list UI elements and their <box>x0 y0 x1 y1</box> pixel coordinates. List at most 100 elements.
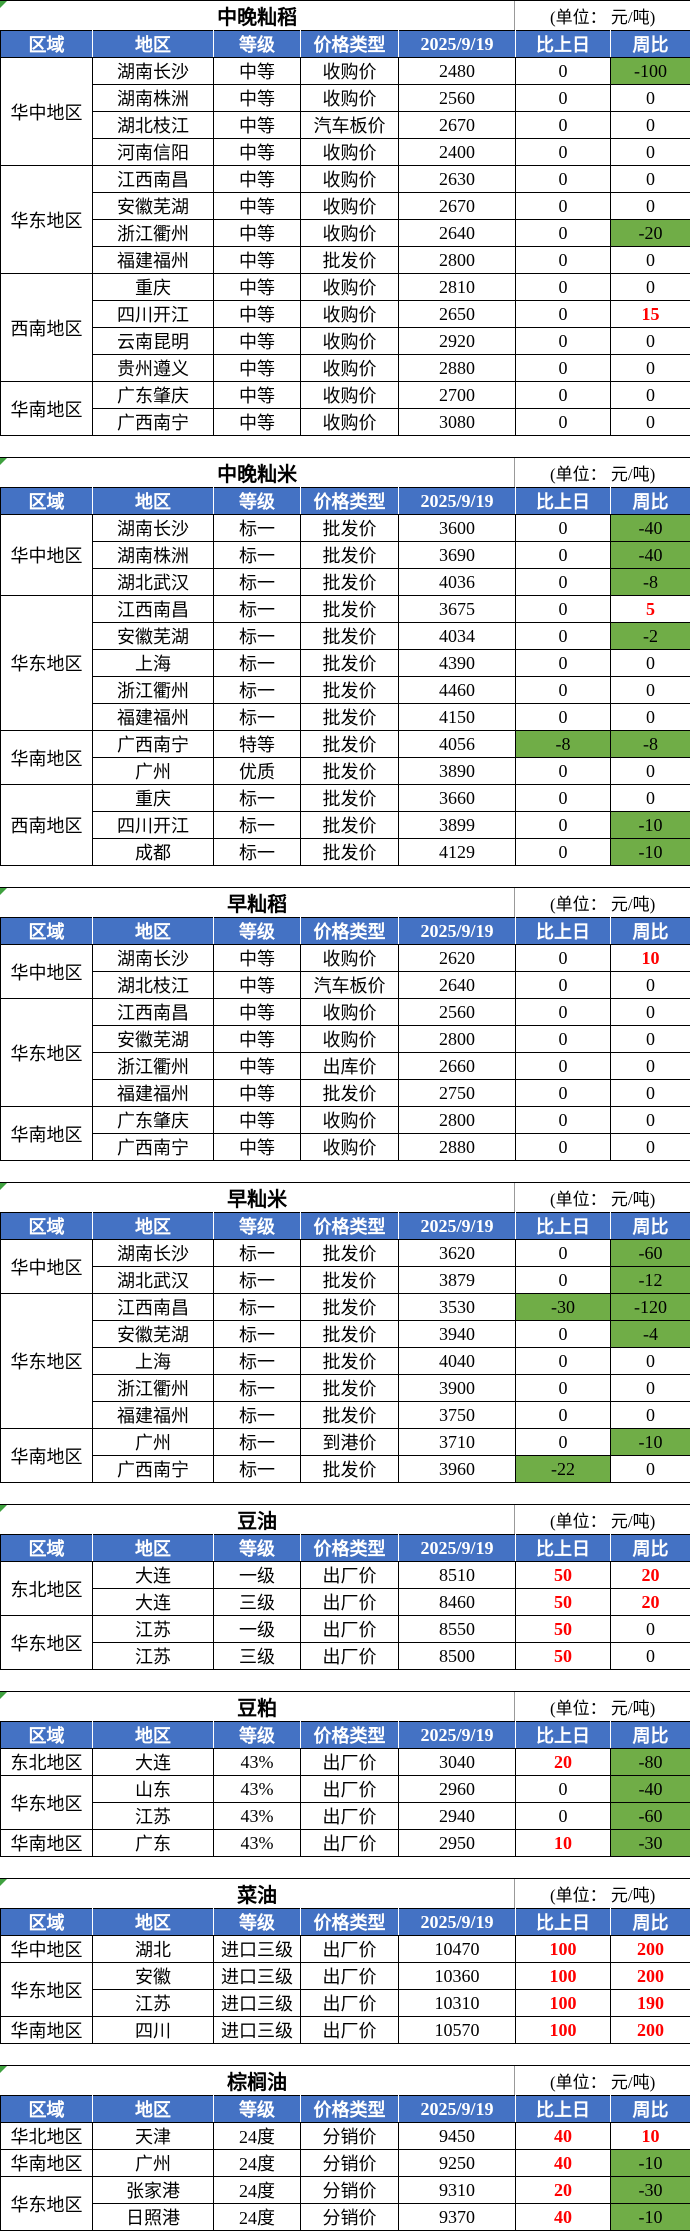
area-cell: 江苏 <box>93 1616 214 1643</box>
column-header: 比上日 <box>516 1213 611 1240</box>
area-cell: 湖北武汉 <box>93 1267 214 1294</box>
area-cell: 贵州遵义 <box>93 355 214 382</box>
grade-cell: 中等 <box>214 166 301 193</box>
section-title-row: 豆粕(单位： 元/吨) <box>0 1691 690 1721</box>
week-change-cell: 10 <box>611 2123 690 2150</box>
price-type-cell: 批发价 <box>301 1321 399 1348</box>
area-cell: 广东肇庆 <box>93 382 214 409</box>
price-type-cell: 收购价 <box>301 274 399 301</box>
price-cell: 2880 <box>399 1134 516 1161</box>
day-change-cell: -30 <box>516 1294 611 1321</box>
column-header: 区域 <box>1 1213 93 1240</box>
column-header: 价格类型 <box>301 488 399 515</box>
area-cell: 湖北 <box>93 1936 214 1963</box>
day-change-cell: 0 <box>516 139 611 166</box>
section-gap <box>0 1161 690 1182</box>
section-gap <box>0 2044 690 2065</box>
price-cell: 3899 <box>399 812 516 839</box>
grade-cell: 中等 <box>214 139 301 166</box>
day-change-cell: 0 <box>516 945 611 972</box>
week-change-cell: 0 <box>611 704 690 731</box>
price-type-cell: 批发价 <box>301 1375 399 1402</box>
grade-cell: 标一 <box>214 596 301 623</box>
day-change-cell: -22 <box>516 1456 611 1483</box>
column-header: 地区 <box>93 1722 214 1749</box>
area-cell: 天津 <box>93 2123 214 2150</box>
area-cell: 湖北枝江 <box>93 972 214 999</box>
area-cell: 福建福州 <box>93 1402 214 1429</box>
day-change-cell: 0 <box>516 1107 611 1134</box>
day-change-cell: 0 <box>516 1402 611 1429</box>
area-cell: 四川开江 <box>93 301 214 328</box>
region-cell: 华南地区 <box>1 382 93 436</box>
price-cell: 2880 <box>399 355 516 382</box>
section-title: 菜油 <box>0 1879 514 1908</box>
price-type-cell: 批发价 <box>301 812 399 839</box>
day-change-cell: 0 <box>516 112 611 139</box>
price-type-cell: 批发价 <box>301 1402 399 1429</box>
day-change-cell: 0 <box>516 193 611 220</box>
price-cell: 8460 <box>399 1589 516 1616</box>
price-cell: 2700 <box>399 382 516 409</box>
day-change-cell: 0 <box>516 301 611 328</box>
grade-cell: 标一 <box>214 569 301 596</box>
price-cell: 3940 <box>399 1321 516 1348</box>
day-change-cell: -8 <box>516 731 611 758</box>
price-type-cell: 出厂价 <box>301 1830 399 1857</box>
price-type-cell: 收购价 <box>301 945 399 972</box>
week-change-cell: -30 <box>611 2177 690 2204</box>
area-cell: 大连 <box>93 1589 214 1616</box>
price-cell: 3675 <box>399 596 516 623</box>
area-cell: 湖北武汉 <box>93 569 214 596</box>
week-change-cell: -10 <box>611 812 690 839</box>
day-change-cell: 0 <box>516 355 611 382</box>
price-cell: 9370 <box>399 2204 516 2231</box>
area-cell: 安徽芜湖 <box>93 1026 214 1053</box>
unit-label: (单位： 元/吨) <box>514 1692 690 1721</box>
week-change-cell: 0 <box>611 1402 690 1429</box>
price-type-cell: 批发价 <box>301 596 399 623</box>
grade-cell: 中等 <box>214 274 301 301</box>
grade-cell: 标一 <box>214 1240 301 1267</box>
day-change-cell: 50 <box>516 1643 611 1670</box>
area-cell: 江苏 <box>93 1803 214 1830</box>
area-cell: 大连 <box>93 1749 214 1776</box>
week-change-cell: 0 <box>611 409 690 436</box>
column-header: 2025/9/19 <box>399 1722 516 1749</box>
region-cell: 东北地区 <box>1 1749 93 1776</box>
week-change-cell: -4 <box>611 1321 690 1348</box>
price-type-cell: 收购价 <box>301 328 399 355</box>
day-change-cell: 0 <box>516 1267 611 1294</box>
area-cell: 广东肇庆 <box>93 1107 214 1134</box>
price-type-cell: 批发价 <box>301 650 399 677</box>
price-type-cell: 收购价 <box>301 1026 399 1053</box>
week-change-cell: -10 <box>611 1429 690 1456</box>
grade-cell: 三级 <box>214 1643 301 1670</box>
grade-cell: 43% <box>214 1830 301 1857</box>
region-cell: 华中地区 <box>1 945 93 999</box>
day-change-cell: 0 <box>516 839 611 866</box>
area-cell: 广西南宁 <box>93 1134 214 1161</box>
week-change-cell: 0 <box>611 355 690 382</box>
column-header: 地区 <box>93 1213 214 1240</box>
grade-cell: 标一 <box>214 623 301 650</box>
day-change-cell: 0 <box>516 1053 611 1080</box>
price-type-cell: 收购价 <box>301 193 399 220</box>
section-gap <box>0 1670 690 1691</box>
grade-cell: 标一 <box>214 1267 301 1294</box>
